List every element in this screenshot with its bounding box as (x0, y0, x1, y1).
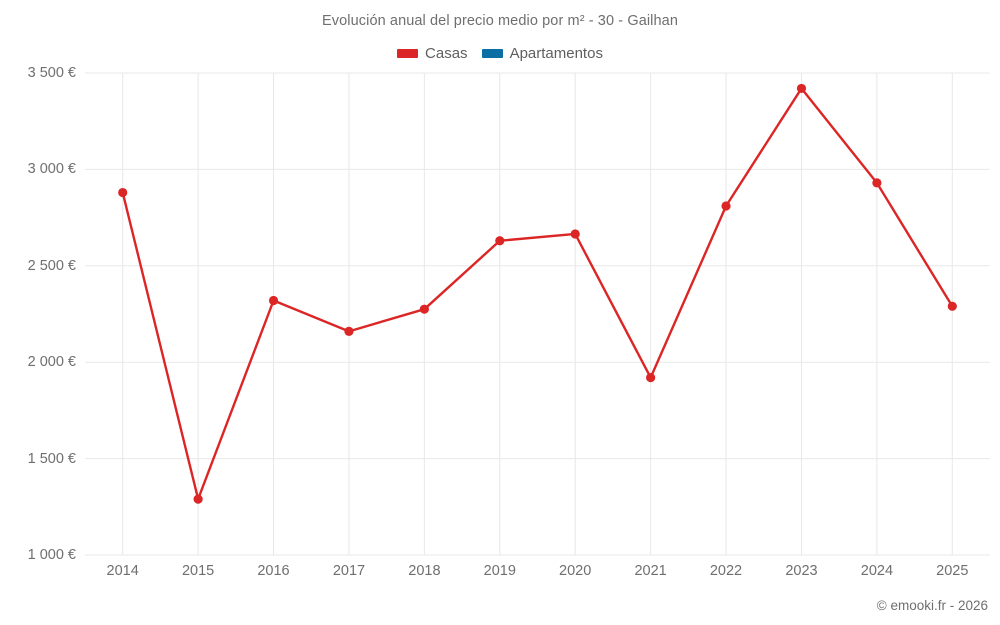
legend-item-casas[interactable]: Casas (397, 45, 468, 62)
y-axis-tick-label: 2 500 € (27, 257, 76, 274)
series-markers (118, 83, 957, 504)
footer-credit: © emooki.fr - 2026 (876, 598, 988, 613)
y-axis-tick-label: 3 000 € (27, 161, 76, 178)
data-point-casas[interactable] (646, 373, 656, 383)
series-lines (121, 87, 954, 501)
legend-label-apartamentos: Apartamentos (509, 45, 603, 62)
x-axis-tick-label: 2016 (257, 563, 290, 579)
data-point-casas[interactable] (947, 301, 957, 311)
data-point-casas[interactable] (796, 83, 807, 94)
y-axis-tick-label: 1 000 € (27, 547, 76, 563)
legend-swatch-apartamentos-icon (481, 49, 503, 58)
data-point-casas[interactable] (872, 178, 882, 188)
plot-area (85, 72, 990, 556)
chart-legend: Casas Apartamentos (0, 45, 1000, 62)
data-point-casas[interactable] (344, 326, 354, 336)
x-axis-tick-label: 2018 (408, 563, 441, 579)
chart-title: Evolución anual del precio medio por m² … (322, 13, 678, 29)
data-point-casas[interactable] (268, 295, 279, 306)
x-axis-tick-label: 2024 (860, 563, 894, 579)
y-axis-tick-label: 2 000 € (27, 354, 76, 371)
data-point-casas[interactable] (570, 229, 580, 239)
data-point-casas[interactable] (495, 236, 505, 246)
x-axis-tick-label: 2014 (106, 563, 139, 579)
x-axis-tick-label: 2020 (559, 563, 592, 579)
x-axis-tick-label: 2022 (709, 563, 743, 579)
data-point-casas[interactable] (419, 304, 429, 314)
x-axis-tick-label: 2023 (785, 563, 818, 579)
plot-svg (85, 72, 990, 556)
x-axis-tick-label: 2021 (634, 563, 667, 579)
x-axis-tick-label: 2019 (483, 563, 516, 579)
legend-label-casas: Casas (425, 45, 468, 62)
data-point-casas[interactable] (193, 494, 203, 504)
legend-swatch-casas-icon (397, 49, 419, 58)
legend-item-apartamentos[interactable]: Apartamentos (481, 45, 603, 62)
x-axis-tick-label: 2015 (181, 563, 215, 579)
grid-lines (85, 72, 990, 556)
x-axis: 2014 2015 2016 2017 2018 2019 2020 2021 2022 2023… (85, 563, 990, 587)
y-axis-tick-label: 1 500 € (27, 450, 76, 467)
y-axis: 1 000 € 1 500 € 2 000 € 2 500 € 3 000 € 3 500… (0, 65, 76, 563)
x-axis-tick-label: 2017 (332, 563, 366, 579)
data-point-casas[interactable] (118, 187, 128, 198)
x-axis-tick-label: 2025 (936, 563, 969, 579)
series-line-casas (121, 87, 954, 501)
y-axis-tick-label: 3 500 € (27, 65, 76, 81)
data-point-casas[interactable] (721, 201, 731, 211)
